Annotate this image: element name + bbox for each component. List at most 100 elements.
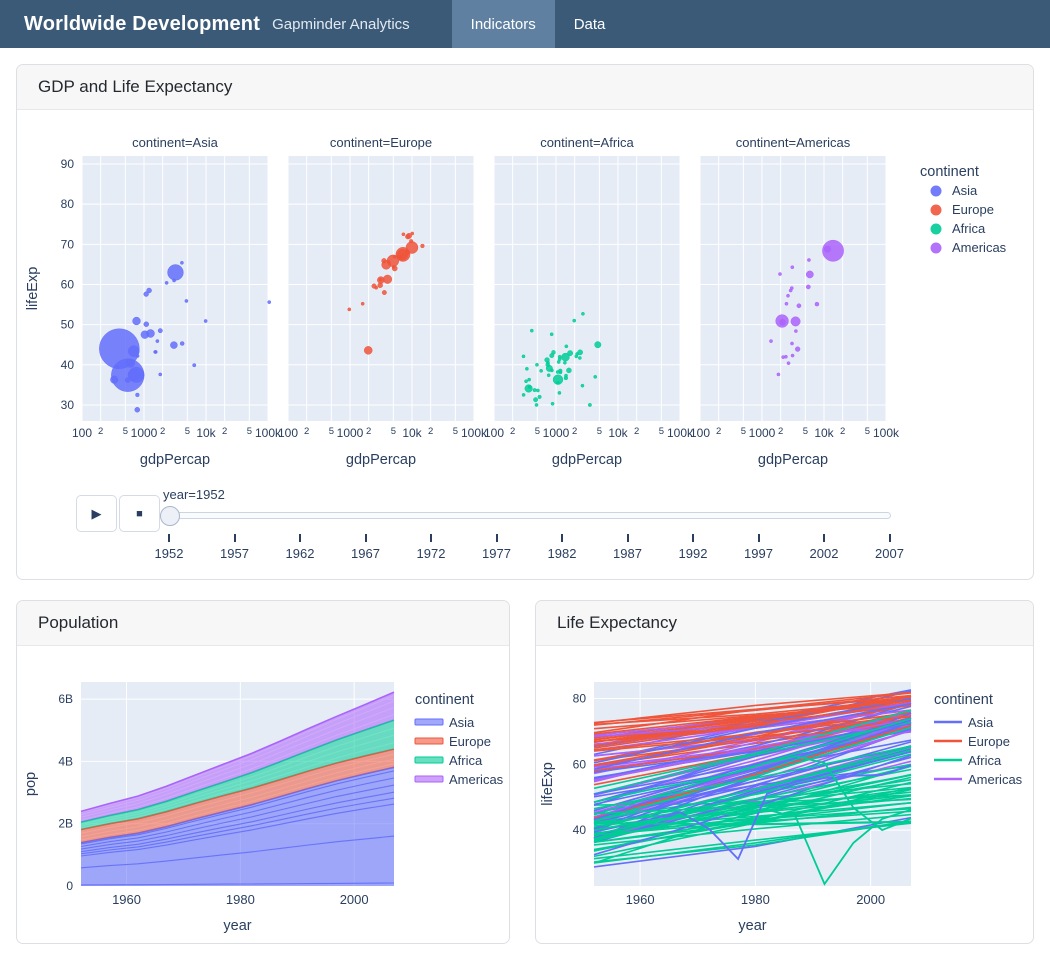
plot-area[interactable] — [82, 156, 268, 421]
scatter-point[interactable] — [594, 341, 602, 349]
scatter-point[interactable] — [386, 260, 391, 264]
scatter-point[interactable] — [562, 360, 567, 365]
scatter-point[interactable] — [172, 278, 176, 283]
country-line-africa[interactable] — [593, 786, 912, 826]
area-band-europe[interactable] — [81, 749, 394, 843]
scatter-point[interactable] — [551, 350, 556, 355]
scatter-point[interactable] — [580, 383, 585, 388]
scatter-point[interactable] — [778, 272, 782, 276]
scatter-point[interactable] — [125, 358, 136, 368]
tab-data[interactable]: Data — [573, 15, 606, 33]
scatter-point[interactable] — [776, 372, 781, 377]
scatter-point[interactable] — [115, 365, 120, 370]
scatter-point[interactable] — [539, 368, 543, 373]
scatter-point[interactable] — [769, 339, 773, 343]
scatter-point[interactable] — [521, 354, 526, 359]
life-expectancy-line-chart[interactable]: 40 60 80 1960 1980 2000 year lifeExp continent As… — [536, 646, 1033, 942]
country-line-europe[interactable] — [593, 704, 912, 747]
scatter-point[interactable] — [127, 368, 140, 381]
scatter-point[interactable] — [790, 353, 795, 358]
scatter-point[interactable] — [534, 403, 539, 407]
scatter-point[interactable] — [398, 256, 403, 260]
country-line-europe[interactable] — [593, 698, 912, 726]
scatter-point[interactable] — [550, 401, 555, 406]
country-line-americas[interactable] — [593, 718, 912, 782]
scatter-point[interactable] — [805, 270, 814, 279]
country-line-asia[interactable] — [593, 751, 912, 844]
legend-item-europe[interactable]: Europe — [934, 734, 1010, 749]
scatter-point[interactable] — [574, 354, 579, 359]
scatter-point[interactable] — [134, 407, 141, 413]
scatter-point[interactable] — [779, 318, 786, 326]
scatter-point[interactable] — [555, 381, 560, 385]
scatter-point[interactable] — [564, 373, 568, 378]
country-line-europe[interactable] — [593, 699, 912, 735]
plot-area[interactable] — [494, 156, 680, 421]
scatter-point[interactable] — [533, 397, 539, 403]
scatter-point[interactable] — [143, 321, 150, 327]
legend-item-africa[interactable]: Africa — [414, 753, 483, 768]
scatter-point[interactable] — [822, 239, 844, 262]
country-line-cambodia[interactable] — [593, 764, 912, 861]
scatter-point[interactable] — [521, 393, 526, 397]
legend-item-asia[interactable]: Asia — [414, 715, 475, 730]
area-band-asia[interactable] — [81, 767, 394, 886]
country-line-africa[interactable] — [593, 726, 912, 822]
population-area-chart[interactable]: 0 2B 4B 6B 1960 1980 2000 year pop continent Asia E… — [17, 646, 509, 942]
scatter-point[interactable] — [167, 264, 184, 281]
legend-item-americas[interactable]: Americas — [934, 772, 1023, 787]
country-line-asia[interactable] — [593, 702, 912, 770]
scatter-point[interactable] — [550, 368, 554, 373]
scatter-point[interactable] — [363, 346, 373, 355]
scatter-point[interactable] — [795, 346, 801, 352]
scatter-point[interactable] — [527, 377, 532, 382]
tab-indicators[interactable]: Indicators — [451, 0, 555, 48]
scatter-point[interactable] — [140, 330, 149, 339]
scatter-point[interactable] — [410, 231, 415, 236]
country-line-africa[interactable] — [593, 773, 912, 840]
scatter-point[interactable] — [532, 388, 537, 393]
scatter-point[interactable] — [360, 301, 365, 306]
scatter-point[interactable] — [814, 301, 820, 307]
scatter-point[interactable] — [790, 316, 801, 327]
scatter-point[interactable] — [536, 388, 540, 393]
country-line-africa[interactable] — [593, 821, 912, 826]
scatter-point[interactable] — [420, 243, 425, 249]
scatter-point[interactable] — [556, 360, 561, 364]
country-line-africa[interactable] — [593, 820, 912, 863]
country-line-asia[interactable] — [593, 697, 912, 764]
country-line-zimbabwe[interactable] — [593, 755, 912, 832]
scatter-point[interactable] — [555, 370, 560, 374]
legend-item-africa[interactable]: Africa — [930, 221, 987, 236]
legend-item-europe[interactable]: Europe — [414, 734, 491, 749]
scatter-point[interactable] — [823, 245, 832, 253]
scatter-point[interactable] — [546, 373, 551, 378]
scatter-point[interactable] — [577, 356, 582, 360]
scatter-point[interactable] — [180, 260, 184, 265]
country-line-asia[interactable] — [593, 816, 912, 868]
scatter-point[interactable] — [158, 372, 163, 377]
scatter-point[interactable] — [135, 392, 140, 398]
scatter-point[interactable] — [377, 282, 383, 289]
legend-item-europe[interactable]: Europe — [930, 202, 994, 217]
scatter-point[interactable] — [404, 249, 410, 256]
country-line-africa[interactable] — [593, 721, 912, 795]
country-line-africa[interactable] — [593, 749, 912, 830]
country-line-europe[interactable] — [593, 703, 912, 766]
scatter-point[interactable] — [392, 254, 397, 259]
scatter-point[interactable] — [153, 350, 158, 354]
scatter-point[interactable] — [179, 341, 185, 346]
country-line-rwanda[interactable] — [593, 808, 912, 886]
scatter-point[interactable] — [146, 287, 152, 294]
scatter-point[interactable] — [267, 300, 272, 305]
scatter-point[interactable] — [391, 264, 396, 269]
scatter-point[interactable] — [796, 303, 802, 309]
scatter-point[interactable] — [535, 362, 539, 367]
scatter-point[interactable] — [347, 307, 352, 312]
scatter-point[interactable] — [525, 366, 529, 371]
stop-button[interactable]: ■ — [119, 495, 160, 532]
scatter-point[interactable] — [374, 285, 379, 290]
scatter-point[interactable] — [566, 367, 572, 374]
scatter-point[interactable] — [529, 328, 534, 333]
scatter-point[interactable] — [805, 284, 811, 290]
